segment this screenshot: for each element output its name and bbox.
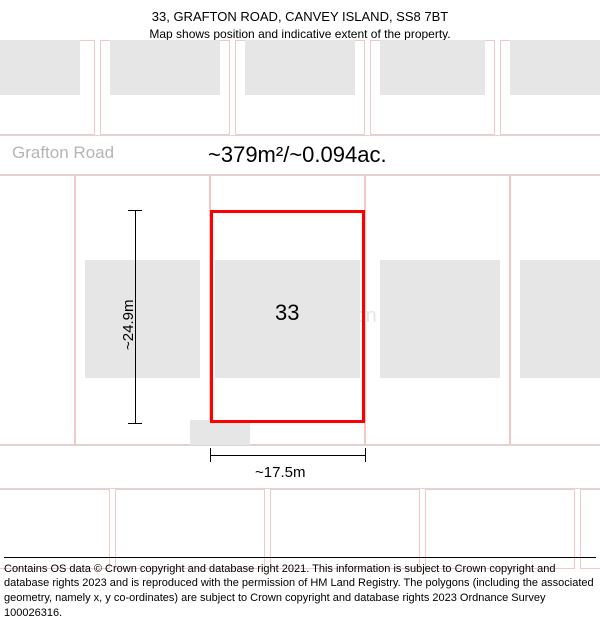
building-footprint: [0, 40, 80, 95]
map-canvas: Grafton Road Grafton Road ~379m²/~0.094a…: [0, 50, 600, 550]
building-footprint: [520, 260, 600, 378]
building-footprint: [110, 40, 220, 95]
dimension-tick: [365, 448, 366, 462]
building-footprint: [380, 40, 485, 95]
dimension-line-horizontal: [210, 455, 365, 456]
house-number-label: 33: [275, 300, 299, 326]
dimension-tick: [128, 423, 142, 424]
building-footprint: [245, 40, 355, 95]
dimension-tick: [128, 210, 142, 211]
building-footprint: [190, 420, 250, 448]
header: 33, GRAFTON ROAD, CANVEY ISLAND, SS8 7BT…: [0, 0, 600, 43]
dimension-tick: [210, 448, 211, 462]
page-title: 33, GRAFTON ROAD, CANVEY ISLAND, SS8 7BT: [0, 8, 600, 26]
dimension-label-width: ~17.5m: [255, 464, 305, 481]
area-label: ~379m²/~0.094ac.: [208, 142, 387, 168]
road-label: Grafton Road: [12, 143, 114, 163]
copyright-footer: Contains OS data © Crown copyright and d…: [4, 557, 596, 621]
building-footprint: [85, 260, 200, 378]
building-footprint: [510, 40, 600, 95]
plot-outline: [0, 175, 75, 445]
dimension-label-height: ~24.9m: [120, 300, 137, 350]
